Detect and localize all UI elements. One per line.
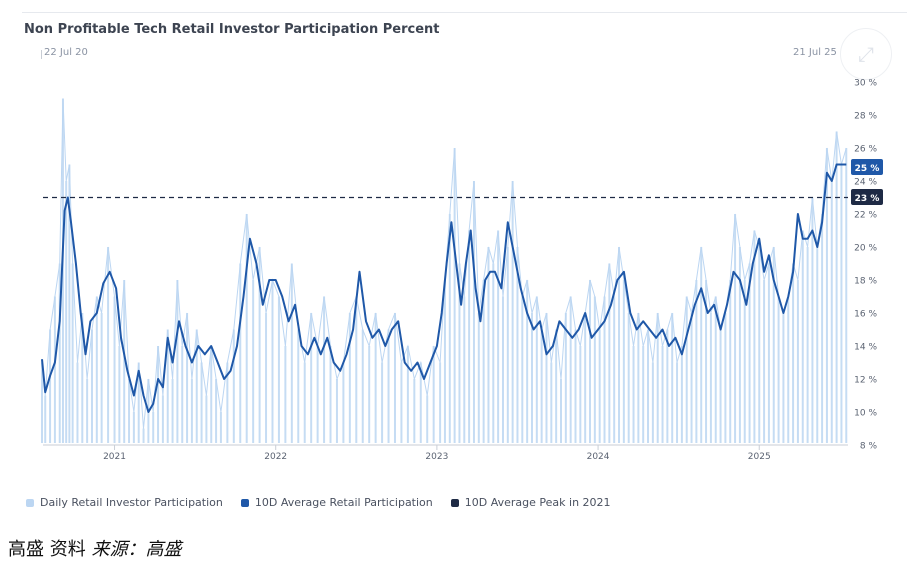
y-tick-label: 26 % — [854, 145, 877, 155]
y-tick-label: 10 % — [854, 409, 877, 419]
y-tick-label: 28 % — [854, 112, 877, 122]
value-badge-label-avg: 25 % — [855, 164, 880, 174]
legend-swatch-daily — [26, 498, 34, 507]
range-start-tick — [41, 50, 42, 59]
legend-item-daily[interactable]: Daily Retail Investor Participation — [26, 496, 223, 509]
x-tick-label: 2023 — [425, 452, 448, 462]
y-tick-label: 8 % — [860, 442, 878, 452]
x-tick-label: 2025 — [748, 452, 771, 462]
x-tick-label: 2024 — [587, 452, 610, 462]
expand-icon[interactable]: ⤢ — [840, 28, 892, 80]
legend-label-daily: Daily Retail Investor Participation — [40, 496, 223, 509]
legend-swatch-peak — [450, 498, 459, 507]
source-prefix: 高盛 资料 — [8, 539, 86, 560]
chart-title: Non Profitable Tech Retail Investor Part… — [24, 22, 440, 37]
source-suffix: 来源：高盛 — [91, 539, 182, 560]
y-tick-label: 20 % — [854, 244, 877, 254]
y-tick-label: 18 % — [854, 277, 877, 287]
x-tick-label: 2022 — [264, 452, 287, 462]
top-divider — [22, 12, 907, 13]
x-tick-label: 2021 — [103, 452, 126, 462]
range-start-label: 22 Jul 20 — [44, 47, 88, 58]
y-tick-label: 30 % — [854, 79, 877, 89]
legend-label-peak: 10D Average Peak in 2021 — [464, 496, 611, 509]
y-tick-label: 14 % — [854, 343, 877, 353]
y-tick-label: 22 % — [854, 211, 877, 221]
y-tick-label: 12 % — [854, 376, 877, 386]
y-tick-label: 24 % — [854, 178, 877, 188]
y-tick-label: 16 % — [854, 310, 877, 320]
value-badge-label-peak: 23 % — [855, 194, 880, 204]
avg-series-line — [41, 163, 847, 413]
chart-legend: Daily Retail Investor Participation 10D … — [26, 496, 611, 509]
legend-swatch-avg — [240, 498, 249, 507]
legend-item-peak[interactable]: 10D Average Peak in 2021 — [450, 496, 611, 509]
legend-item-avg[interactable]: 10D Average Retail Participation — [240, 496, 433, 509]
source-note: 高盛 资料 来源：高盛 — [8, 535, 181, 561]
range-end-label: 21 Jul 25 — [793, 47, 837, 58]
legend-label-avg: 10D Average Retail Participation — [254, 496, 433, 509]
value-badge-peak — [851, 189, 883, 205]
value-badge-avg — [851, 159, 883, 175]
